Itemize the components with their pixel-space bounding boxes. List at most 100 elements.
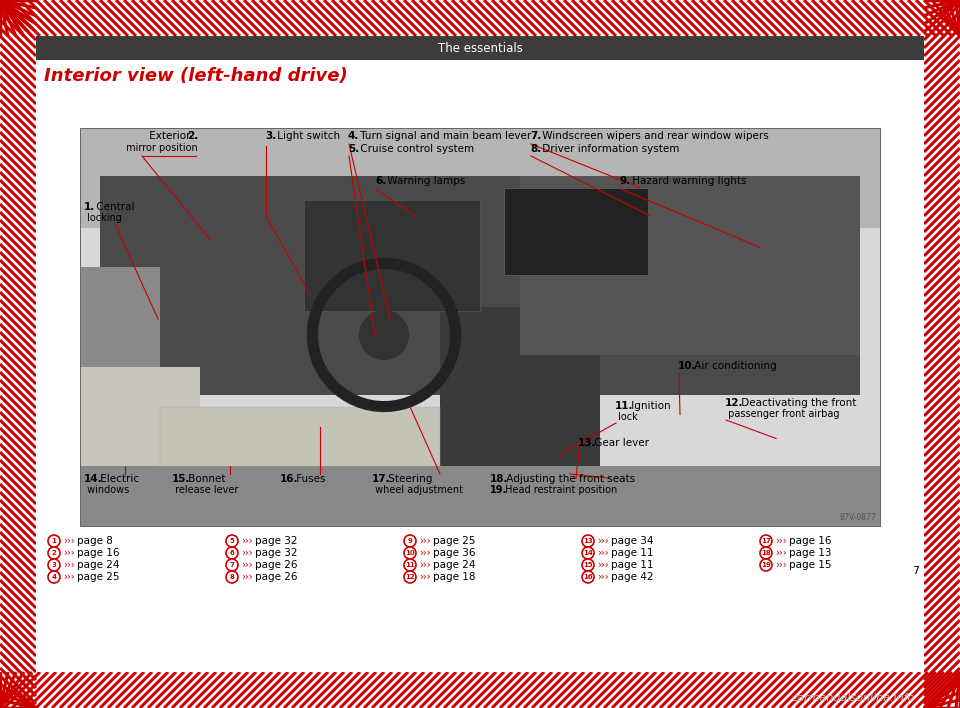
Text: 16.: 16.: [280, 474, 299, 484]
Text: Exterior: Exterior: [146, 131, 190, 141]
Text: ›››: ›››: [597, 536, 609, 546]
Bar: [504, 188, 648, 275]
Bar: [100, 176, 860, 394]
Text: page 24: page 24: [433, 560, 475, 570]
Text: page 16: page 16: [789, 536, 831, 546]
Text: lock: lock: [615, 412, 637, 422]
Text: 2: 2: [52, 550, 57, 556]
Text: page 16: page 16: [77, 548, 119, 558]
Text: page 18: page 18: [433, 572, 475, 582]
Text: 18: 18: [761, 550, 771, 556]
Circle shape: [760, 559, 772, 571]
Text: B7V-0877: B7V-0877: [839, 513, 876, 522]
Text: passenger front airbag: passenger front airbag: [725, 409, 839, 419]
Text: 12.: 12.: [725, 398, 743, 408]
Text: Ignition: Ignition: [628, 401, 671, 411]
Text: ›››: ›››: [775, 536, 786, 546]
Text: Head restraint position: Head restraint position: [502, 485, 617, 495]
Text: 3.: 3.: [265, 131, 276, 141]
Bar: [80, 128, 880, 526]
Bar: [0, 672, 960, 708]
Bar: [0, 0, 36, 708]
Text: page 25: page 25: [77, 572, 119, 582]
Text: Deactivating the front: Deactivating the front: [738, 398, 856, 408]
Text: page 25: page 25: [433, 536, 475, 546]
Bar: [36, 36, 924, 672]
Bar: [80, 268, 160, 526]
Circle shape: [226, 571, 238, 583]
Text: page 26: page 26: [255, 560, 298, 570]
Text: 9: 9: [408, 538, 413, 544]
Text: 11: 11: [405, 562, 415, 568]
Text: release lever: release lever: [172, 485, 238, 495]
Text: ›››: ›››: [419, 572, 431, 582]
Text: Central: Central: [93, 202, 134, 212]
Circle shape: [48, 559, 60, 571]
Text: page 32: page 32: [255, 548, 298, 558]
Text: ›››: ›››: [63, 572, 75, 582]
Text: 2.: 2.: [187, 131, 198, 141]
Circle shape: [760, 535, 772, 547]
Text: 8: 8: [229, 574, 234, 580]
Circle shape: [404, 535, 416, 547]
Text: 9.: 9.: [620, 176, 631, 186]
Text: 7: 7: [229, 562, 234, 568]
Text: 18.: 18.: [490, 474, 509, 484]
Text: Light switch: Light switch: [274, 131, 340, 141]
Text: page 36: page 36: [433, 548, 475, 558]
Text: 6: 6: [229, 550, 234, 556]
Text: ›››: ›››: [419, 536, 431, 546]
Text: ›››: ›››: [241, 572, 252, 582]
Circle shape: [404, 571, 416, 583]
Bar: [80, 128, 880, 227]
Text: ›››: ›››: [63, 548, 75, 558]
Text: 3: 3: [52, 562, 57, 568]
Text: ›››: ›››: [63, 560, 75, 570]
Bar: [160, 406, 440, 526]
Bar: [0, 0, 960, 36]
Bar: [520, 176, 860, 355]
Text: page 32: page 32: [255, 536, 298, 546]
Circle shape: [760, 547, 772, 559]
Text: 12: 12: [405, 574, 415, 580]
Text: page 42: page 42: [611, 572, 654, 582]
Text: ›››: ›››: [419, 560, 431, 570]
Text: 6.: 6.: [375, 176, 386, 186]
Text: 15: 15: [583, 562, 593, 568]
Text: 4: 4: [52, 574, 57, 580]
Circle shape: [582, 571, 594, 583]
Text: 1.: 1.: [84, 202, 95, 212]
Text: 17.: 17.: [372, 474, 391, 484]
Text: ›››: ›››: [241, 560, 252, 570]
Text: wheel adjustment: wheel adjustment: [372, 485, 463, 495]
Text: page 34: page 34: [611, 536, 654, 546]
Circle shape: [359, 310, 409, 360]
Text: 7.: 7.: [530, 131, 541, 141]
Text: page 26: page 26: [255, 572, 298, 582]
Text: 11.: 11.: [615, 401, 634, 411]
Text: 7: 7: [912, 566, 919, 576]
Circle shape: [404, 559, 416, 571]
Text: page 24: page 24: [77, 560, 119, 570]
Circle shape: [582, 535, 594, 547]
Text: ›››: ›››: [241, 548, 252, 558]
Text: The essentials: The essentials: [438, 42, 522, 55]
Text: 5: 5: [229, 538, 234, 544]
Text: page 11: page 11: [611, 548, 654, 558]
Text: ›››: ›››: [597, 560, 609, 570]
Text: 19: 19: [761, 562, 771, 568]
Text: 14: 14: [583, 550, 593, 556]
Text: Air conditioning: Air conditioning: [691, 361, 777, 371]
Text: ›››: ›››: [63, 536, 75, 546]
Text: 4.: 4.: [348, 131, 359, 141]
Text: page 8: page 8: [77, 536, 113, 546]
Text: 10: 10: [405, 550, 415, 556]
Circle shape: [226, 559, 238, 571]
Text: Gear lever: Gear lever: [591, 438, 649, 448]
Text: 8.: 8.: [530, 144, 541, 154]
Text: Turn signal and main beam lever: Turn signal and main beam lever: [357, 131, 531, 141]
Circle shape: [582, 559, 594, 571]
Text: mirror position: mirror position: [123, 143, 198, 153]
Text: Bonnet: Bonnet: [185, 474, 226, 484]
Text: locking: locking: [84, 213, 122, 223]
